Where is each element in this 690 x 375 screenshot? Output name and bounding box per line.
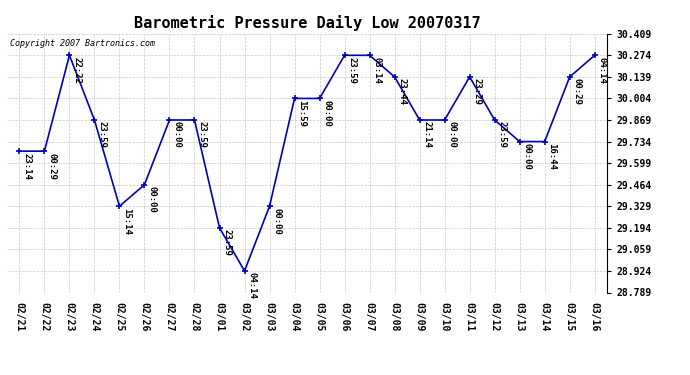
Text: 23:59: 23:59 xyxy=(497,122,506,148)
Text: 00:29: 00:29 xyxy=(47,153,56,179)
Text: 15:14: 15:14 xyxy=(122,208,131,234)
Text: 16:44: 16:44 xyxy=(547,143,556,170)
Text: 04:14: 04:14 xyxy=(247,272,256,299)
Title: Barometric Pressure Daily Low 20070317: Barometric Pressure Daily Low 20070317 xyxy=(134,15,480,31)
Text: 00:00: 00:00 xyxy=(172,122,181,148)
Text: 23:59: 23:59 xyxy=(197,122,206,148)
Text: 23:59: 23:59 xyxy=(97,122,106,148)
Text: 03:14: 03:14 xyxy=(373,57,382,84)
Text: 15:59: 15:59 xyxy=(297,100,306,127)
Text: Copyright 2007 Bartronics.com: Copyright 2007 Bartronics.com xyxy=(10,39,155,48)
Text: 04:14: 04:14 xyxy=(598,57,607,84)
Text: 00:00: 00:00 xyxy=(522,143,531,170)
Text: 23:44: 23:44 xyxy=(397,78,406,105)
Text: 00:00: 00:00 xyxy=(322,100,331,127)
Text: 00:29: 00:29 xyxy=(573,78,582,105)
Text: 23:59: 23:59 xyxy=(347,57,356,84)
Text: 23:59: 23:59 xyxy=(222,229,231,256)
Text: 00:00: 00:00 xyxy=(447,122,456,148)
Text: 23:29: 23:29 xyxy=(473,78,482,105)
Text: 22:22: 22:22 xyxy=(72,57,81,84)
Text: 00:00: 00:00 xyxy=(273,208,282,234)
Text: 21:14: 21:14 xyxy=(422,122,431,148)
Text: 00:00: 00:00 xyxy=(147,186,156,213)
Text: 23:14: 23:14 xyxy=(22,153,31,179)
